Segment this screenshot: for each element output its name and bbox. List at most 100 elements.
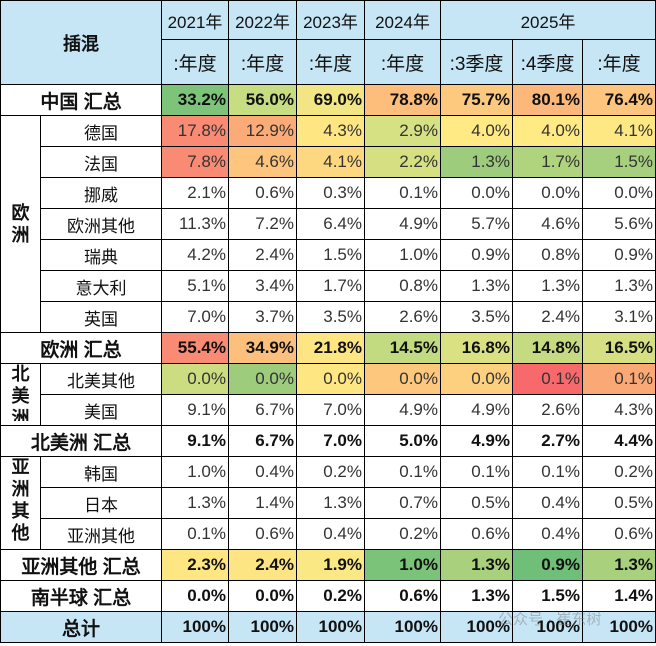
value-cell: 100% (296, 611, 365, 643)
table-row: 欧洲其他 11.3% 7.2% 6.4% 4.9% 5.7% 4.6% 5.6% (1, 208, 656, 240)
region-label: 欧洲 (0, 115, 41, 333)
country-label: 美国 (40, 394, 162, 426)
value-cell: 0.6% (440, 518, 513, 550)
region-label: 北美洲 (0, 363, 41, 426)
summary-row: 南半球 汇总 0.0% 0.0% 0.2% 0.6% 1.3% 1.5% 1.4% (0, 580, 656, 612)
value-cell: 2.9% (364, 115, 441, 147)
table-row: 日本 1.3% 1.4% 1.3% 0.7% 0.5% 0.4% 0.5% (1, 487, 656, 519)
value-cell: 34.9% (228, 332, 297, 364)
table-row: 意大利 5.1% 3.4% 1.7% 0.8% 1.3% 1.3% 1.3% (1, 270, 656, 302)
value-cell: 1.3% (440, 146, 513, 178)
value-cell: 16.8% (440, 332, 513, 364)
table-row: 法国 7.8% 4.6% 4.1% 2.2% 1.3% 1.7% 1.5% (1, 146, 656, 178)
header-row-years: 插混 2021年 2022年 2023年 2024年 2025年 (0, 0, 656, 85)
value-cell: 5.0% (364, 425, 441, 457)
value-cell: 2.1% (161, 177, 229, 209)
value-cell: 7.0% (296, 425, 365, 457)
total-label: 总计 (0, 611, 162, 643)
value-cell: 2.4% (228, 549, 297, 581)
value-cell: 4.1% (582, 115, 656, 147)
table-row: 欧洲 德国 17.8% 12.9% 4.3% 2.9% 4.0% 4.0% 4.1% (0, 115, 656, 333)
value-cell: 16.5% (582, 332, 656, 364)
value-cell: 4.9% (440, 425, 513, 457)
period-header: :年度 (364, 39, 441, 85)
value-cell: 0.4% (296, 518, 365, 550)
summary-label: 北美洲 汇总 (0, 425, 162, 457)
value-cell: 5.1% (161, 270, 229, 302)
summary-label: 欧洲 汇总 (0, 332, 162, 364)
value-cell: 14.8% (512, 332, 583, 364)
value-cell: 1.5% (582, 146, 656, 178)
value-cell: 0.4% (512, 487, 583, 519)
value-cell: 2.4% (228, 239, 297, 271)
period-header: :4季度 (512, 39, 583, 85)
value-cell: 11.3% (161, 208, 229, 240)
region-label-text: 亚洲其他 (11, 456, 30, 543)
value-cell: 1.3% (161, 487, 229, 519)
value-cell: 4.6% (228, 146, 297, 178)
value-cell: 4.3% (296, 115, 365, 147)
value-cell: 0.7% (364, 487, 441, 519)
table-row: 美国 9.1% 6.7% 7.0% 4.9% 4.9% 2.6% 4.3% (1, 394, 656, 426)
value-cell: 0.1% (161, 518, 229, 550)
region-label: 亚洲其他 (0, 456, 41, 550)
value-cell: 0.5% (440, 487, 513, 519)
value-cell: 1.3% (582, 549, 656, 581)
value-cell: 100% (582, 611, 656, 643)
corner-header: 插混 (0, 0, 162, 85)
country-label: 亚洲其他 (40, 518, 162, 550)
value-cell: 1.0% (161, 456, 229, 488)
value-cell: 33.2% (161, 84, 229, 116)
year-header: 2023年 (296, 0, 365, 40)
value-cell: 0.1% (440, 456, 513, 488)
value-cell: 0.5% (582, 487, 656, 519)
country-label: 德国 (40, 115, 162, 147)
value-cell: 0.1% (364, 177, 441, 209)
country-label: 日本 (40, 487, 162, 519)
value-cell: 1.9% (296, 549, 365, 581)
country-label: 法国 (40, 146, 162, 178)
value-cell: 1.7% (512, 146, 583, 178)
value-cell: 0.0% (161, 580, 229, 612)
value-cell: 1.3% (582, 270, 656, 302)
year-header: 2024年 (364, 0, 441, 40)
value-cell: 0.2% (364, 518, 441, 550)
value-cell: 14.5% (364, 332, 441, 364)
value-cell: 0.6% (228, 518, 297, 550)
value-cell: 0.9% (512, 549, 583, 581)
value-cell: 1.4% (228, 487, 297, 519)
country-label: 瑞典 (40, 239, 162, 271)
table-row: 北美洲 北美其他 0.0% 0.0% 0.0% 0.0% 0.0% 0.1% 0.1% (0, 363, 656, 426)
value-cell: 0.1% (512, 363, 583, 395)
value-cell: 1.3% (440, 549, 513, 581)
value-cell: 2.6% (512, 394, 583, 426)
country-label: 英国 (40, 301, 162, 333)
value-cell: 1.0% (364, 549, 441, 581)
value-cell: 3.7% (228, 301, 297, 333)
value-cell: 0.6% (582, 518, 656, 550)
summary-label: 亚洲其他 汇总 (0, 549, 162, 581)
period-header: :年度 (582, 39, 656, 85)
value-cell: 3.5% (440, 301, 513, 333)
header-row-periods: :年度 :年度 :年度 :年度 :3季度 :4季度 :年度 (1, 39, 656, 85)
value-cell: 6.7% (228, 394, 297, 426)
country-label: 意大利 (40, 270, 162, 302)
region-label-text: 欧洲 (11, 203, 30, 245)
value-cell: 1.5% (296, 239, 365, 271)
value-cell: 0.4% (228, 456, 297, 488)
value-cell: 80.1% (512, 84, 583, 116)
country-label: 韩国 (40, 456, 162, 488)
value-cell: 0.1% (582, 363, 656, 395)
value-cell: 0.0% (228, 580, 297, 612)
value-cell: 1.3% (512, 270, 583, 302)
summary-label: 中国 汇总 (0, 84, 162, 116)
value-cell: 6.7% (228, 425, 297, 457)
value-cell: 75.7% (440, 84, 513, 116)
period-header: :年度 (161, 39, 229, 85)
value-cell: 4.9% (364, 394, 441, 426)
value-cell: 5.7% (440, 208, 513, 240)
value-cell: 1.3% (440, 580, 513, 612)
value-cell: 3.5% (296, 301, 365, 333)
summary-label: 南半球 汇总 (0, 580, 162, 612)
